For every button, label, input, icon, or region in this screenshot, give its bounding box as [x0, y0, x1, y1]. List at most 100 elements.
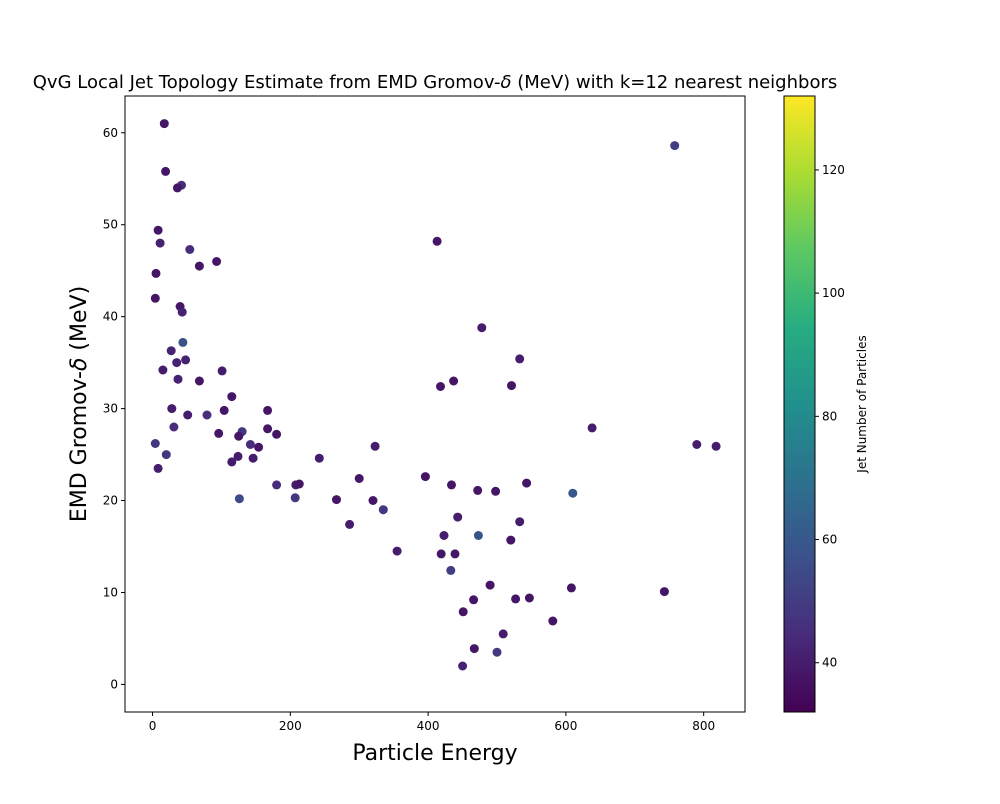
scatter-point — [566, 583, 576, 593]
scatter-point — [332, 495, 341, 505]
y-axis: 0 10 20 30 40 50 60 — [103, 126, 125, 691]
scatter-point — [294, 479, 304, 489]
scatter-point — [498, 629, 508, 639]
scatter-point — [153, 463, 163, 473]
scatter-point — [446, 565, 456, 575]
scatter-point — [272, 429, 282, 439]
scatter-point — [506, 535, 516, 545]
scatter-point — [234, 431, 244, 441]
scatter-point — [290, 493, 300, 503]
scatter-point — [183, 410, 193, 420]
scatter-point — [436, 382, 445, 391]
scatter-point — [214, 428, 224, 438]
scatter-point — [392, 546, 402, 556]
scatter-point — [159, 119, 169, 129]
scatter-point — [370, 441, 380, 451]
y-tick-label: 30 — [103, 402, 118, 416]
scatter-point — [659, 587, 669, 597]
scatter-point — [450, 549, 460, 559]
scatter-point — [492, 647, 502, 657]
scatter-point — [469, 595, 479, 605]
y-tick-label: 10 — [103, 585, 118, 599]
colorbar-label: Jet Number of Particles — [855, 335, 869, 473]
scatter-point — [453, 512, 463, 522]
scatter-point — [473, 485, 483, 495]
scatter-point — [548, 616, 558, 626]
y-tick-label: 0 — [110, 677, 118, 691]
scatter-point — [172, 183, 182, 193]
scatter-point — [477, 323, 487, 333]
chart-title: QvG Local Jet Topology Estimate from EMD… — [33, 72, 837, 93]
scatter-point — [167, 404, 177, 414]
scatter-point — [449, 376, 459, 386]
scatter-point — [263, 424, 273, 434]
colorbar-tick-label: 80 — [822, 409, 837, 423]
scatter-point — [172, 358, 182, 368]
colorbar-tick-label: 40 — [822, 656, 837, 670]
x-tick-label: 400 — [417, 719, 440, 733]
scatter-point — [522, 478, 532, 488]
scatter-point — [155, 238, 165, 248]
scatter-point — [217, 366, 227, 376]
scatter-point — [420, 472, 430, 482]
x-tick-label: 0 — [149, 719, 157, 733]
scatter-point — [177, 307, 187, 317]
colorbar-tick-label: 120 — [822, 163, 845, 177]
scatter-point — [227, 392, 237, 402]
scatter-point — [158, 365, 168, 375]
scatter-points — [150, 119, 721, 671]
scatter-point — [178, 337, 188, 347]
colorbar — [783, 95, 816, 713]
scatter-point — [245, 440, 255, 449]
scatter-point — [436, 549, 446, 559]
scatter-point — [692, 440, 702, 449]
scatter-point — [378, 505, 388, 515]
scatter-point — [568, 488, 578, 498]
scatter-point — [515, 354, 525, 364]
scatter-point — [458, 661, 468, 671]
scatter-point — [234, 494, 244, 504]
scatter-point — [181, 355, 191, 365]
x-tick-label: 600 — [554, 719, 577, 733]
x-axis: 0 200 400 600 800 — [149, 712, 715, 733]
scatter-point — [248, 453, 258, 463]
scatter-point — [670, 141, 680, 151]
scatter-point — [491, 486, 501, 496]
plot-frame — [124, 95, 746, 713]
scatter-point — [511, 594, 521, 604]
scatter-point — [368, 496, 378, 505]
scatter-point — [227, 457, 237, 467]
scatter-point — [161, 450, 171, 460]
scatter-point — [166, 346, 176, 356]
y-axis-label: EMD Gromov-δ (MeV) — [67, 286, 92, 522]
y-tick-label: 20 — [103, 494, 118, 508]
scatter-point — [458, 607, 468, 617]
scatter-point — [151, 268, 161, 278]
scatter-point — [185, 245, 195, 254]
colorbar-ticks: 40 60 80 100 120 — [815, 163, 845, 670]
scatter-point — [263, 405, 273, 415]
scatter-point — [432, 236, 442, 246]
scatter-point — [153, 225, 163, 235]
scatter-point — [254, 442, 264, 452]
scatter-point — [314, 453, 324, 463]
y-tick-label: 60 — [103, 126, 118, 140]
x-axis-label: Particle Energy — [352, 741, 517, 766]
scatter-point — [173, 374, 183, 384]
colorbar-tick-label: 60 — [822, 533, 837, 547]
scatter-point — [524, 593, 534, 603]
scatter-point — [202, 410, 212, 420]
scatter-point — [485, 580, 495, 590]
scatter-point — [439, 531, 449, 540]
scatter-point — [212, 257, 222, 266]
y-tick-label: 40 — [103, 310, 118, 324]
scatter-point — [194, 376, 204, 386]
scatter-point — [233, 451, 243, 461]
scatter-point — [507, 381, 516, 391]
scatter-point — [194, 261, 204, 271]
scatter-point — [354, 474, 364, 483]
scatter-point — [473, 531, 483, 540]
scatter-point — [515, 517, 525, 527]
